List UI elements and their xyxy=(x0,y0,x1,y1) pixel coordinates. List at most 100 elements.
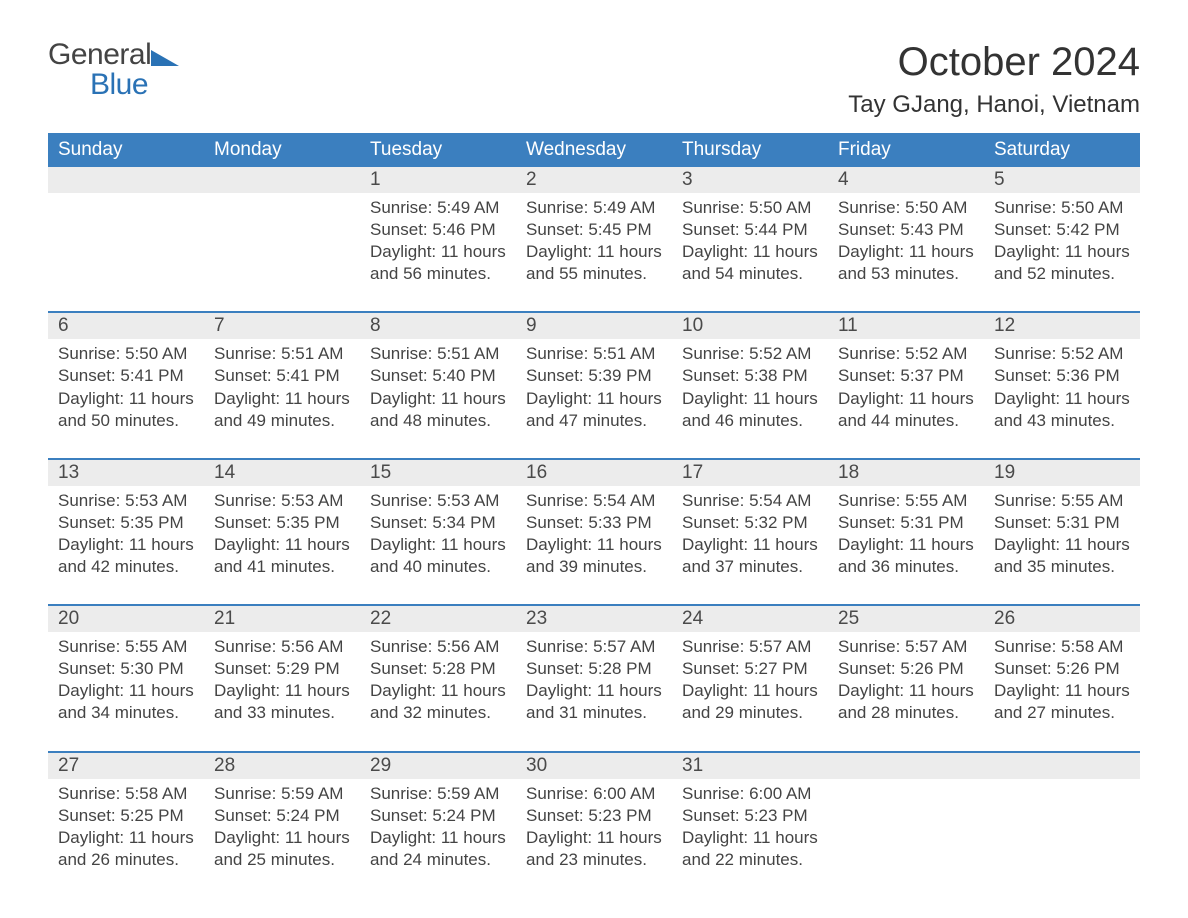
sunrise-text: Sunrise: 5:58 AM xyxy=(994,636,1130,658)
day-number xyxy=(204,167,360,193)
day2-text: and 33 minutes. xyxy=(214,702,350,724)
day1-text: Daylight: 11 hours xyxy=(370,680,506,702)
sunrise-text: Sunrise: 5:52 AM xyxy=(994,343,1130,365)
location-text: Tay GJang, Hanoi, Vietnam xyxy=(848,91,1140,119)
day-cell xyxy=(828,779,984,897)
sunset-text: Sunset: 5:39 PM xyxy=(526,365,662,387)
day2-text: and 29 minutes. xyxy=(682,702,818,724)
day2-text: and 48 minutes. xyxy=(370,410,506,432)
day-cell: Sunrise: 5:59 AMSunset: 5:24 PMDaylight:… xyxy=(204,779,360,897)
day1-text: Daylight: 11 hours xyxy=(682,827,818,849)
sunset-text: Sunset: 5:25 PM xyxy=(58,805,194,827)
day-number: 25 xyxy=(828,606,984,632)
sunset-text: Sunset: 5:37 PM xyxy=(838,365,974,387)
day2-text: and 43 minutes. xyxy=(994,410,1130,432)
sunrise-text: Sunrise: 5:51 AM xyxy=(370,343,506,365)
logo-blue-text: Blue xyxy=(90,70,179,100)
day2-text: and 26 minutes. xyxy=(58,849,194,871)
sunrise-text: Sunrise: 5:49 AM xyxy=(370,197,506,219)
day-cell: Sunrise: 5:52 AMSunset: 5:36 PMDaylight:… xyxy=(984,339,1140,457)
sunset-text: Sunset: 5:27 PM xyxy=(682,658,818,680)
sunrise-text: Sunrise: 5:52 AM xyxy=(838,343,974,365)
weekday-header: Saturday xyxy=(984,133,1140,167)
sunrise-text: Sunrise: 5:57 AM xyxy=(682,636,818,658)
sunrise-text: Sunrise: 5:51 AM xyxy=(526,343,662,365)
sunrise-text: Sunrise: 5:51 AM xyxy=(214,343,350,365)
day-cell: Sunrise: 5:49 AMSunset: 5:45 PMDaylight:… xyxy=(516,193,672,311)
day-cell: Sunrise: 5:50 AMSunset: 5:43 PMDaylight:… xyxy=(828,193,984,311)
sunrise-text: Sunrise: 5:59 AM xyxy=(370,783,506,805)
day-number: 24 xyxy=(672,606,828,632)
day1-text: Daylight: 11 hours xyxy=(58,827,194,849)
day2-text: and 47 minutes. xyxy=(526,410,662,432)
sunrise-text: Sunrise: 5:50 AM xyxy=(838,197,974,219)
sunrise-text: Sunrise: 5:55 AM xyxy=(838,490,974,512)
sunset-text: Sunset: 5:31 PM xyxy=(994,512,1130,534)
day-cell: Sunrise: 5:52 AMSunset: 5:37 PMDaylight:… xyxy=(828,339,984,457)
day-cell: Sunrise: 5:49 AMSunset: 5:46 PMDaylight:… xyxy=(360,193,516,311)
day2-text: and 44 minutes. xyxy=(838,410,974,432)
day2-text: and 50 minutes. xyxy=(58,410,194,432)
day-cell: Sunrise: 5:51 AMSunset: 5:41 PMDaylight:… xyxy=(204,339,360,457)
day2-text: and 27 minutes. xyxy=(994,702,1130,724)
day1-text: Daylight: 11 hours xyxy=(838,680,974,702)
day-cell: Sunrise: 5:53 AMSunset: 5:34 PMDaylight:… xyxy=(360,486,516,604)
sunset-text: Sunset: 5:43 PM xyxy=(838,219,974,241)
sunrise-text: Sunrise: 5:54 AM xyxy=(682,490,818,512)
day-number: 30 xyxy=(516,753,672,779)
day-number: 5 xyxy=(984,167,1140,193)
day1-text: Daylight: 11 hours xyxy=(682,680,818,702)
day-cell: Sunrise: 5:54 AMSunset: 5:33 PMDaylight:… xyxy=(516,486,672,604)
sunset-text: Sunset: 5:40 PM xyxy=(370,365,506,387)
weekday-header-row: Sunday Monday Tuesday Wednesday Thursday… xyxy=(48,133,1140,167)
daynum-row: 13141516171819 xyxy=(48,458,1140,486)
sunset-text: Sunset: 5:41 PM xyxy=(214,365,350,387)
logo-general-text: General xyxy=(48,40,151,70)
weekday-header: Sunday xyxy=(48,133,204,167)
sunrise-text: Sunrise: 5:53 AM xyxy=(214,490,350,512)
daynum-row: 12345 xyxy=(48,167,1140,193)
day-cell: Sunrise: 5:51 AMSunset: 5:39 PMDaylight:… xyxy=(516,339,672,457)
weekday-header: Wednesday xyxy=(516,133,672,167)
sunset-text: Sunset: 5:45 PM xyxy=(526,219,662,241)
day-number: 6 xyxy=(48,313,204,339)
calendar: Sunday Monday Tuesday Wednesday Thursday… xyxy=(48,133,1140,897)
sunset-text: Sunset: 5:28 PM xyxy=(526,658,662,680)
sunrise-text: Sunrise: 5:49 AM xyxy=(526,197,662,219)
day-cell xyxy=(48,193,204,311)
sunrise-text: Sunrise: 5:50 AM xyxy=(58,343,194,365)
daynum-row: 2728293031 xyxy=(48,751,1140,779)
day1-text: Daylight: 11 hours xyxy=(370,827,506,849)
day2-text: and 52 minutes. xyxy=(994,263,1130,285)
page-header: General Blue October 2024 Tay GJang, Han… xyxy=(48,40,1140,119)
sunset-text: Sunset: 5:30 PM xyxy=(58,658,194,680)
day-number: 26 xyxy=(984,606,1140,632)
sunset-text: Sunset: 5:34 PM xyxy=(370,512,506,534)
sunset-text: Sunset: 5:24 PM xyxy=(214,805,350,827)
day-number: 1 xyxy=(360,167,516,193)
day-number xyxy=(984,753,1140,779)
brand-logo: General Blue xyxy=(48,40,179,100)
day-number: 2 xyxy=(516,167,672,193)
day-number: 7 xyxy=(204,313,360,339)
day1-text: Daylight: 11 hours xyxy=(526,388,662,410)
day2-text: and 56 minutes. xyxy=(370,263,506,285)
day-cell: Sunrise: 5:52 AMSunset: 5:38 PMDaylight:… xyxy=(672,339,828,457)
sunrise-text: Sunrise: 5:58 AM xyxy=(58,783,194,805)
day-number: 12 xyxy=(984,313,1140,339)
day-cell: Sunrise: 5:50 AMSunset: 5:42 PMDaylight:… xyxy=(984,193,1140,311)
sunrise-text: Sunrise: 5:50 AM xyxy=(994,197,1130,219)
day2-text: and 54 minutes. xyxy=(682,263,818,285)
flag-icon xyxy=(151,50,179,70)
day-cell: Sunrise: 6:00 AMSunset: 5:23 PMDaylight:… xyxy=(672,779,828,897)
day-number: 17 xyxy=(672,460,828,486)
day1-text: Daylight: 11 hours xyxy=(994,680,1130,702)
sunrise-text: Sunrise: 5:55 AM xyxy=(58,636,194,658)
day2-text: and 46 minutes. xyxy=(682,410,818,432)
sunset-text: Sunset: 5:35 PM xyxy=(58,512,194,534)
day1-text: Daylight: 11 hours xyxy=(838,241,974,263)
day-number: 10 xyxy=(672,313,828,339)
day2-text: and 36 minutes. xyxy=(838,556,974,578)
day1-text: Daylight: 11 hours xyxy=(214,388,350,410)
day-number: 9 xyxy=(516,313,672,339)
